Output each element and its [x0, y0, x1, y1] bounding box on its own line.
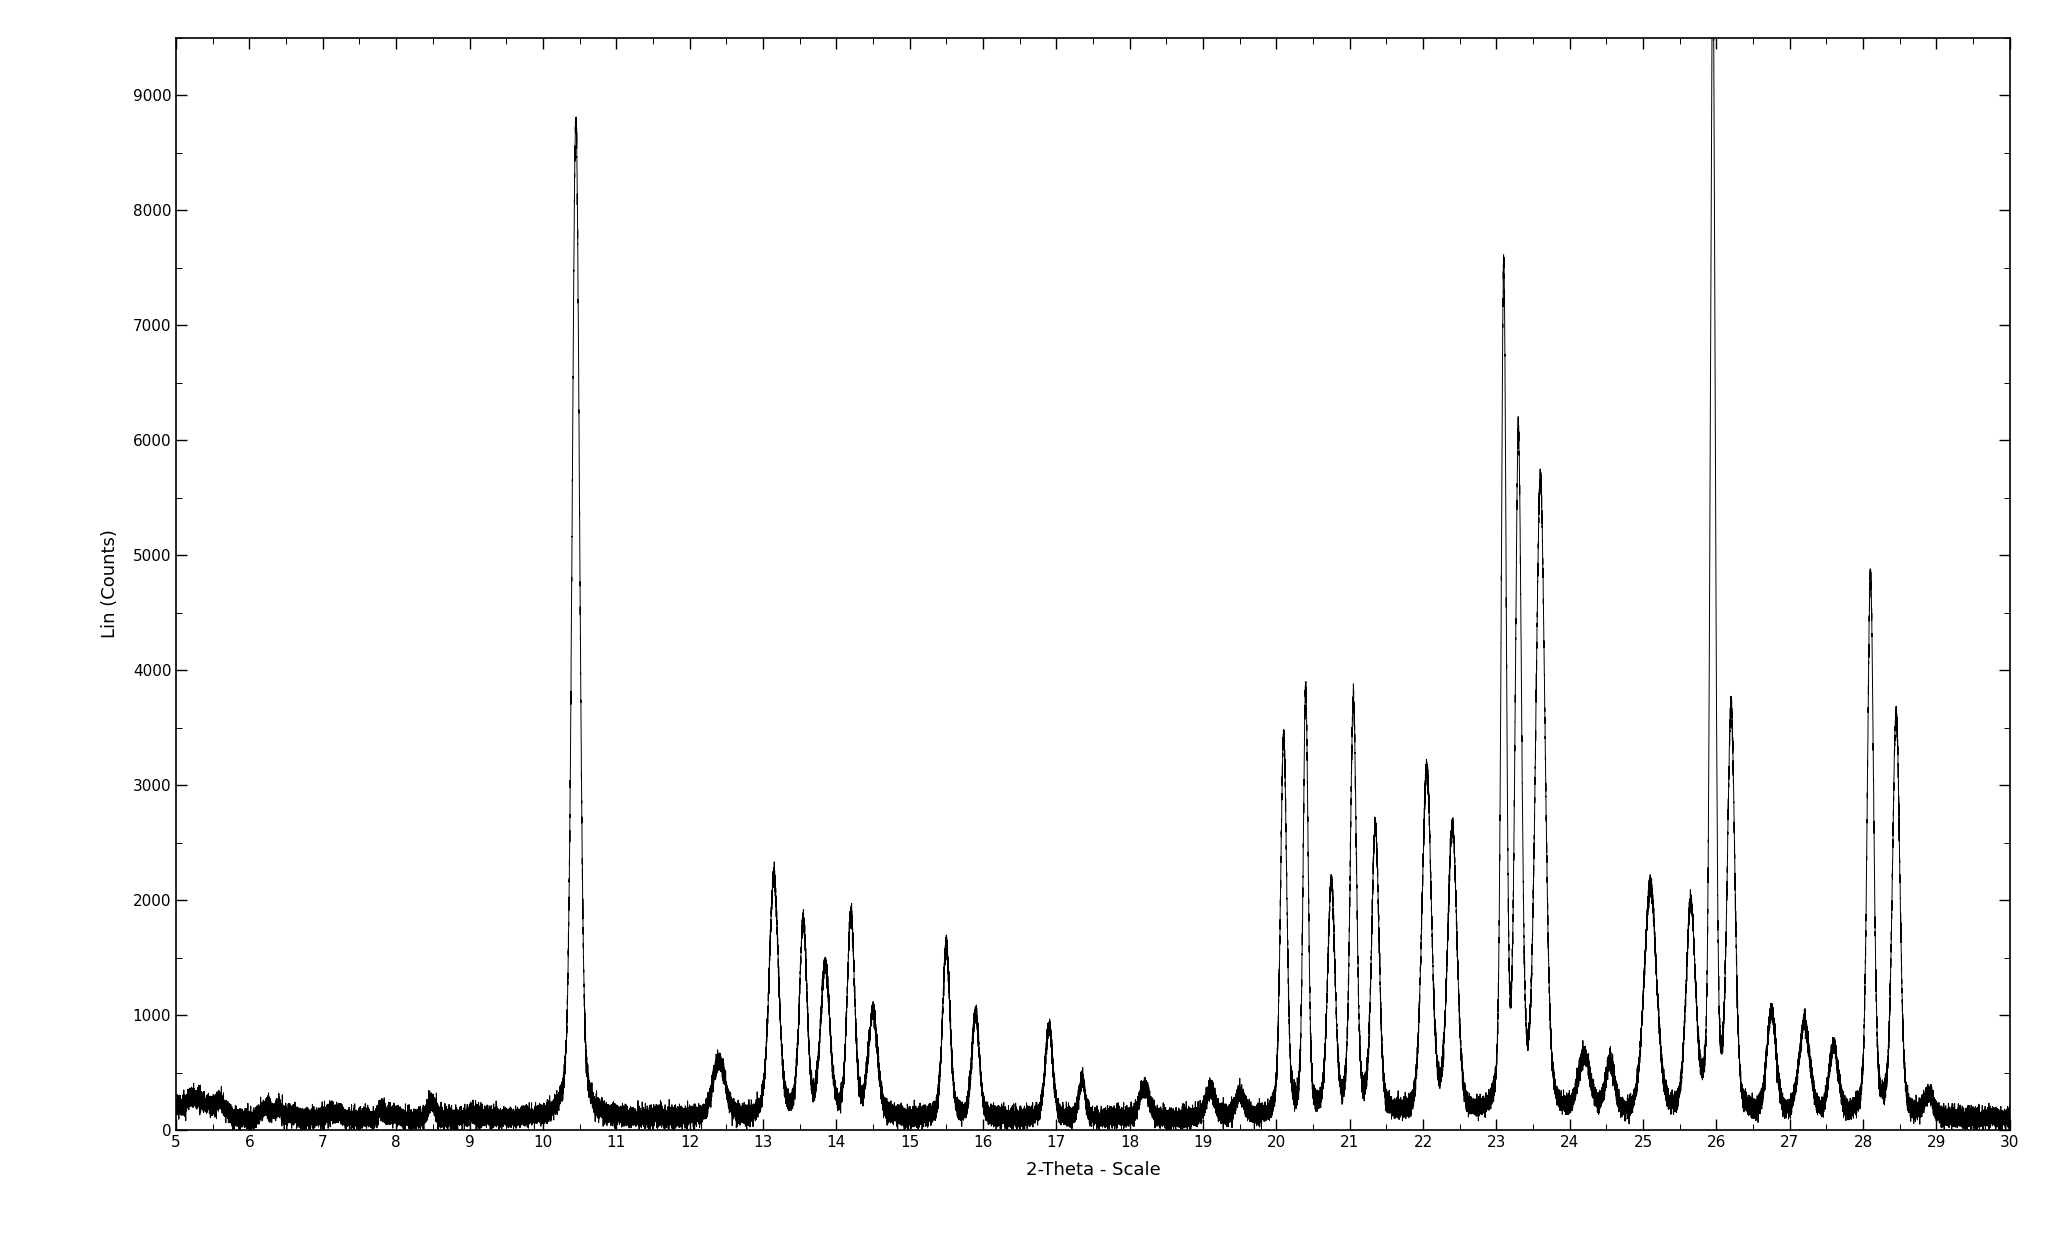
X-axis label: 2-Theta - Scale: 2-Theta - Scale: [1026, 1162, 1160, 1179]
Y-axis label: Lin (Counts): Lin (Counts): [102, 530, 118, 638]
